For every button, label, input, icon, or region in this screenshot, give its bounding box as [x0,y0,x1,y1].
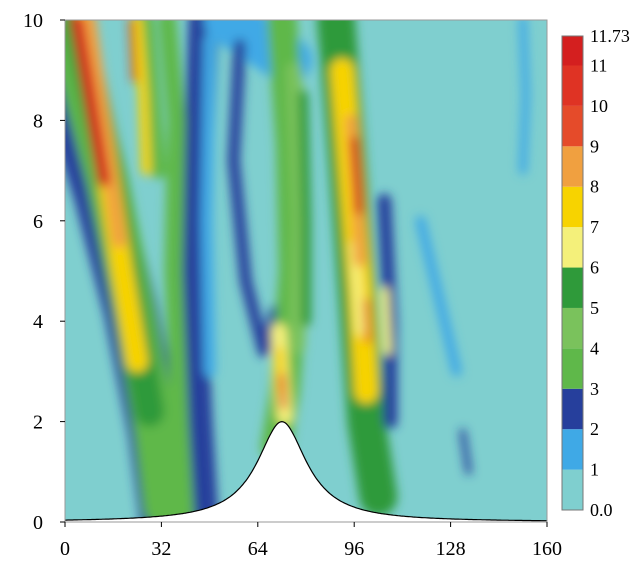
colorbar-label: 10 [590,96,608,116]
colorbar-swatch [562,388,583,430]
contour-field-11 [158,20,195,522]
colorbar-label: 9 [590,136,599,156]
contour-field-4 [82,20,127,248]
contour-field-19 [278,373,287,410]
contour-field-5 [71,20,111,187]
x-tick-label: 64 [248,538,268,560]
plot-frame [64,19,548,523]
colorbar-swatch [562,186,583,228]
colorbar-label: 7 [590,217,599,237]
contour-field-6 [138,20,167,179]
colorbar-swatch [562,36,583,66]
colorbar-label: 0.0 [590,500,613,520]
contour-field-28 [415,215,462,377]
colorbar-label: 1 [590,460,599,480]
colorbar-label: 5 [590,298,599,318]
colorbar-label: 6 [590,258,599,278]
x-tick-label: 32 [151,538,171,560]
contour-field-25 [363,298,371,344]
colorbar-swatch [562,267,583,308]
contour-field-16 [298,90,311,327]
x-tick-label: 0 [60,538,70,560]
contour-field-30 [518,20,530,175]
contour-field-7 [132,20,152,176]
colorbar-swatch [562,429,583,470]
contour-field-29 [459,428,472,475]
x-tick-label: 160 [532,538,562,560]
contour-field-13 [227,39,282,358]
y-tick-label: 0 [33,512,43,534]
y-tick-label: 6 [33,211,43,233]
colorbar: 0.0 1 2 3 4 5 6 7 8 9 10 11 11.73 [561,26,630,520]
colorbar-label: 2 [590,419,599,439]
contour-field-24 [350,136,363,215]
y-tick-label: 8 [33,110,43,132]
colorbar-swatch [562,105,583,147]
y-tick-label: 4 [33,311,43,333]
contour-field-26 [377,193,398,429]
x-axis: 0 32 64 96 128 160 [60,522,562,560]
colorbar-swatch [562,227,583,268]
colorbar-swatch [562,146,583,187]
y-axis: 0 2 4 6 8 10 [23,10,65,534]
colorbar-swatch [562,348,583,389]
x-tick-label: 128 [436,538,466,560]
contour-fields [65,20,530,522]
colorbar-label: 4 [590,338,599,358]
y-tick-label: 10 [23,10,43,32]
plot-area [65,20,547,522]
colorbar-frame [561,35,584,511]
contour-field-8 [128,20,137,83]
y-tick-label: 2 [33,412,43,434]
contour-field-27 [380,287,392,356]
x-tick-label: 96 [344,538,364,560]
colorbar-label: 3 [590,379,599,399]
contour-field-15 [285,62,308,355]
colorbar-label: 11 [590,55,607,75]
colorbar-swatch [562,469,583,510]
colorbar-label: 8 [590,177,599,197]
terrain-hill [65,420,547,522]
colorbar-swatch [562,65,583,106]
colorbar-swatch [562,307,583,349]
contour-field-9 [176,20,219,522]
contour-field-10 [200,34,216,378]
colorbar-label: 11.73 [590,26,630,46]
